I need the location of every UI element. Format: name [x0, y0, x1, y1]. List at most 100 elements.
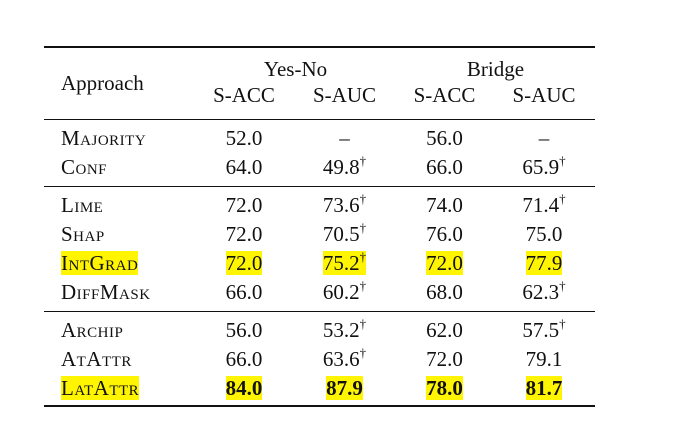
section-rule — [44, 311, 595, 312]
cell-value: 56.0 — [226, 318, 263, 342]
table-cell: 49.8† — [293, 153, 396, 182]
cell-number: 71.4 — [522, 193, 560, 217]
table-cell: 72.0 — [195, 249, 293, 278]
cell-value: 64.0 — [226, 155, 263, 179]
cell-number: 87.9 — [326, 376, 363, 400]
cell-number: 72.0 — [426, 251, 463, 275]
cell-value: 84.0 — [225, 376, 263, 400]
col-header: S-ACC — [413, 83, 476, 107]
approach-label: AtAttr — [61, 347, 132, 371]
table-cell: 78.0 — [396, 374, 493, 403]
col-header: S-AUC — [312, 83, 376, 107]
table-cell: 73.6† — [293, 191, 396, 220]
cell-number: 75.0 — [525, 222, 563, 246]
table-cell: – — [493, 124, 595, 153]
approach-label: Conf — [61, 155, 108, 179]
table-row: LatAttr 84.0 87.9 78.0 81.7 — [44, 374, 595, 403]
dagger-mark: † — [559, 316, 566, 331]
dagger-mark: † — [559, 153, 566, 168]
section-table: Lime 72.0 73.6† 74.0 71.4† Shap 72.0 70.5† 76.0 7… — [44, 191, 595, 307]
table-cell: 63.6† — [293, 345, 396, 374]
dagger-mark: † — [359, 278, 367, 293]
dagger-mark: † — [359, 191, 367, 206]
cell-value: 52.0 — [226, 126, 263, 150]
table-row: IntGrad 72.0 75.2† 72.0 77.9 — [44, 249, 595, 278]
dagger-mark: † — [559, 191, 566, 206]
cell-number: – — [339, 126, 350, 150]
table-cell: 84.0 — [195, 374, 293, 403]
cell-number: 60.2 — [322, 280, 360, 304]
cell-value: 75.2† — [322, 249, 367, 275]
cell-number: 65.9 — [522, 155, 560, 179]
cell-value: 62.0 — [426, 318, 463, 342]
table-cell: 53.2† — [293, 316, 396, 345]
col-header: S-AUC — [512, 83, 576, 107]
table-cell: 75.0 — [493, 220, 595, 249]
approach-name: IntGrad — [44, 249, 195, 278]
table-cell: 79.1 — [493, 345, 595, 374]
cell-value: 53.2† — [323, 316, 367, 342]
cell-number: 56.0 — [225, 318, 263, 342]
section-table: Archip 56.0 53.2† 62.0 57.5† AtAttr 66.0 63.6† 7… — [44, 316, 595, 403]
col-header: S-ACC — [213, 83, 275, 107]
cell-number: 68.0 — [426, 280, 463, 304]
table-cell: 62.0 — [396, 316, 493, 345]
cell-value: 68.0 — [426, 280, 463, 304]
table-cell: 60.2† — [293, 278, 396, 307]
cell-number: 49.8 — [322, 155, 360, 179]
cell-value: 63.6† — [323, 346, 366, 371]
cell-value: 78.0 — [426, 376, 463, 400]
cell-value: 74.0 — [426, 193, 463, 217]
table-body: Majority 52.0–56.0– Conf 64.0 49.8† 66.0 65.9†… — [44, 119, 595, 407]
table-cell: 72.0 — [396, 345, 493, 374]
group-header-bridge: Bridge — [466, 57, 525, 81]
section-rule — [44, 186, 595, 187]
table-cell: 66.0 — [195, 278, 293, 307]
approach-name: LatAttr — [44, 374, 195, 403]
cell-value: 79.1 — [526, 347, 563, 371]
table-cell: 65.9† — [493, 153, 595, 182]
table-cell: 72.0 — [195, 220, 293, 249]
cell-value: 72.0 — [226, 222, 263, 246]
dagger-mark: † — [359, 220, 367, 235]
cell-number: 72.0 — [426, 347, 463, 371]
approach-label: Shap — [61, 222, 105, 246]
table-cell: 62.3† — [493, 278, 595, 307]
table-cell: 81.7 — [493, 374, 595, 403]
table-row: Archip 56.0 53.2† 62.0 57.5† — [44, 316, 595, 345]
approach-label: DiffMask — [61, 280, 151, 304]
cell-value: 71.4† — [522, 191, 566, 217]
table-row: DiffMask 66.0 60.2† 68.0 62.3† — [44, 278, 595, 307]
results-table: Approach Yes-No Bridge S-ACC S-AUC S-ACC… — [44, 46, 595, 407]
cell-number: 79.1 — [525, 347, 563, 371]
table-row: Shap 72.0 70.5† 76.0 75.0 — [44, 220, 595, 249]
cell-value: 66.0 — [226, 347, 263, 371]
cell-number: – — [538, 126, 550, 150]
approach-name: DiffMask — [44, 278, 195, 307]
dagger-mark: † — [359, 316, 367, 331]
top-rule — [44, 46, 595, 48]
cell-value: 72.0 — [225, 251, 263, 275]
cell-number: 57.5 — [522, 318, 560, 342]
table-cell: 56.0 — [195, 316, 293, 345]
table-cell: 75.2† — [293, 249, 396, 278]
cell-number: 84.0 — [225, 376, 263, 400]
table-cell: 77.9 — [493, 249, 595, 278]
approach-name: Lime — [44, 191, 195, 220]
table-cell: 72.0 — [195, 191, 293, 220]
cell-number: 77.9 — [525, 251, 563, 275]
cell-value: – — [339, 126, 350, 150]
approach-label: Archip — [61, 318, 124, 342]
dagger-mark: † — [359, 249, 367, 264]
cell-value: 62.3† — [522, 279, 565, 304]
approach-name: Majority — [44, 124, 195, 153]
cell-number: 72.0 — [225, 251, 263, 275]
group-header-yes-no: Yes-No — [263, 57, 328, 81]
cell-number: 66.0 — [426, 155, 463, 179]
cell-number: 66.0 — [225, 280, 263, 304]
cell-number: 56.0 — [426, 126, 463, 150]
bottom-rule — [44, 405, 595, 407]
cell-value: 65.9† — [522, 153, 566, 179]
cell-value: 56.0 — [426, 126, 463, 150]
approach-label: Majority — [61, 126, 147, 150]
